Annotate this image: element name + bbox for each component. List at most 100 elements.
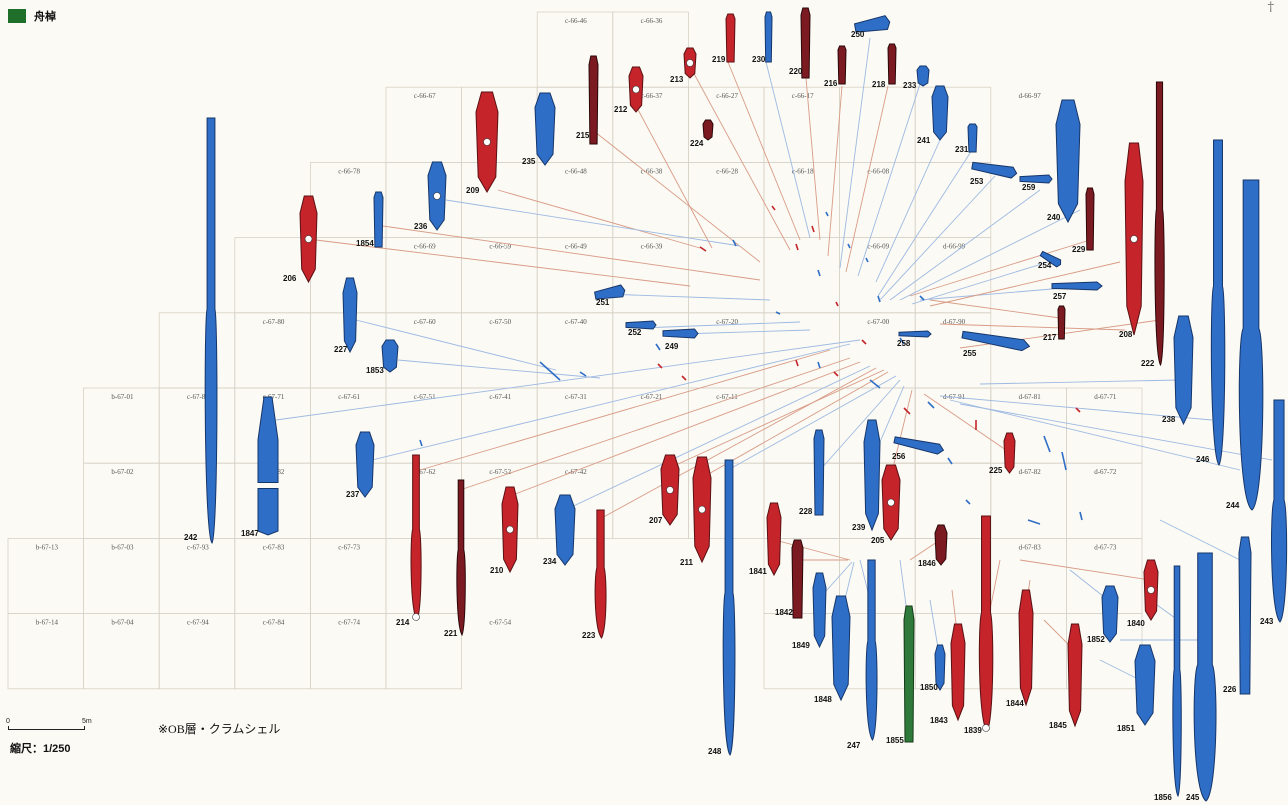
paddle-number-label: 230 bbox=[752, 55, 766, 64]
paddle-hole bbox=[686, 59, 694, 67]
paddle-outline bbox=[594, 284, 626, 300]
paddle-fragment bbox=[1075, 407, 1081, 413]
paddle-outline bbox=[916, 65, 930, 87]
paddle-fragment bbox=[877, 295, 881, 303]
paddle-number-label: 227 bbox=[334, 345, 348, 354]
provenance-line bbox=[604, 293, 771, 301]
provenance-line bbox=[929, 299, 1061, 319]
grid-cell-label: c-66-46 bbox=[565, 17, 587, 25]
paddle-outline bbox=[766, 502, 782, 577]
paddle-outline bbox=[1018, 589, 1034, 707]
paddle-number-label: 218 bbox=[872, 80, 886, 89]
paddle-hole bbox=[1147, 586, 1155, 594]
grid-cell-label: d-67-71 bbox=[1094, 393, 1117, 401]
grid-cell-label: c-67-80 bbox=[263, 318, 285, 326]
paddle-outline bbox=[934, 644, 946, 691]
provenance-line bbox=[397, 359, 601, 379]
paddle-1849 bbox=[812, 572, 827, 649]
paddle-number-label: 241 bbox=[917, 136, 931, 145]
paddle-hole bbox=[433, 192, 441, 200]
paddle-1854 bbox=[373, 191, 384, 248]
paddle-outline bbox=[1085, 187, 1095, 251]
paddle-number-label: 1839 bbox=[964, 726, 982, 735]
paddle-fragment bbox=[732, 239, 737, 247]
scale-bar bbox=[8, 726, 85, 730]
paddle-outline bbox=[1055, 99, 1081, 224]
paddle-259 bbox=[1019, 174, 1053, 184]
paddle-256 bbox=[893, 436, 945, 455]
paddle-outline bbox=[725, 13, 736, 63]
paddle-fragment bbox=[657, 363, 663, 369]
paddle-211 bbox=[692, 456, 712, 564]
paddle-number-label: 237 bbox=[346, 490, 360, 499]
grid-cell-label: c-67-00 bbox=[867, 318, 889, 326]
paddle-hole bbox=[506, 525, 514, 534]
provenance-line bbox=[382, 225, 761, 281]
paddle-number-label: 1853 bbox=[366, 366, 384, 375]
paddle-outline bbox=[1134, 644, 1156, 726]
paddle-fragment bbox=[1043, 435, 1051, 453]
provenance-line bbox=[727, 61, 801, 241]
paddle-fragment bbox=[539, 361, 561, 381]
paddle-250 bbox=[853, 15, 891, 33]
paddle-1852 bbox=[1101, 585, 1119, 643]
paddle-fragment bbox=[869, 379, 881, 389]
paddle-214 bbox=[410, 454, 422, 621]
provenance-line bbox=[664, 369, 885, 471]
provenance-line bbox=[899, 209, 1081, 301]
paddle-fragment bbox=[835, 301, 839, 307]
provenance-line bbox=[589, 127, 761, 263]
provenance-line bbox=[909, 239, 1091, 297]
grid-cell-label: c-66-09 bbox=[867, 243, 889, 251]
paddle-outline bbox=[950, 623, 966, 722]
paddle-outline bbox=[1193, 552, 1217, 802]
paddle-254 bbox=[1039, 250, 1062, 268]
paddle-outline bbox=[722, 459, 736, 756]
paddle-outline bbox=[898, 330, 932, 338]
paddle-number-label: 1850 bbox=[920, 683, 938, 692]
grid-cell-label: c-67-81 bbox=[187, 393, 209, 401]
paddle-number-label: 221 bbox=[444, 629, 458, 638]
provenance-line bbox=[1099, 659, 1141, 681]
provenance-line bbox=[805, 77, 821, 241]
paddle-229 bbox=[1085, 187, 1095, 251]
paddle-236 bbox=[427, 161, 447, 231]
grid-cell-label: c-67-41 bbox=[489, 393, 511, 401]
paddle-number-label: 235 bbox=[522, 157, 536, 166]
paddle-number-label: 223 bbox=[582, 631, 596, 640]
paddle-258 bbox=[898, 330, 932, 338]
provenance-line bbox=[774, 539, 851, 561]
provenance-line bbox=[1019, 559, 1151, 581]
paddle-outline bbox=[1172, 565, 1182, 798]
paddle-hole bbox=[887, 498, 895, 507]
grid-cell-label: b-67-13 bbox=[36, 543, 59, 551]
paddle-number-label: 236 bbox=[414, 222, 428, 231]
paddle-number-label: 1841 bbox=[749, 567, 767, 576]
paddle-1856 bbox=[1172, 565, 1182, 798]
provenance-line bbox=[1069, 569, 1109, 601]
grid-cell-label: c-66-48 bbox=[565, 167, 587, 175]
paddle-number-label: 211 bbox=[680, 558, 693, 567]
grid-cell-label: d-67-81 bbox=[1019, 393, 1042, 401]
paddle-218 bbox=[887, 43, 897, 85]
paddle-number-label: 257 bbox=[1053, 292, 1067, 301]
provenance-line bbox=[639, 321, 801, 329]
paddle-222 bbox=[1154, 81, 1165, 367]
paddle-outline bbox=[1051, 281, 1103, 291]
paddle-number-label: 229 bbox=[1072, 245, 1086, 254]
paddle-number-label: 258 bbox=[897, 339, 911, 348]
paddle-249 bbox=[662, 328, 699, 339]
paddle-213 bbox=[683, 47, 697, 79]
paddle-219 bbox=[725, 13, 736, 63]
provenance-line bbox=[275, 339, 861, 421]
paddle-number-label: 252 bbox=[628, 328, 642, 337]
paddle-hole bbox=[698, 505, 706, 514]
grid-cell-label: c-66-18 bbox=[792, 167, 814, 175]
grid-cell-label: b-67-02 bbox=[111, 468, 134, 476]
grid-cell-label: c-67-31 bbox=[565, 393, 587, 401]
provenance-line bbox=[911, 261, 1049, 305]
paddle-212 bbox=[628, 66, 644, 113]
grid-cell-label: b-67-14 bbox=[36, 619, 59, 627]
grid-cell-label: c-66-28 bbox=[716, 167, 738, 175]
paddle-number-label: 1856 bbox=[1154, 793, 1172, 802]
